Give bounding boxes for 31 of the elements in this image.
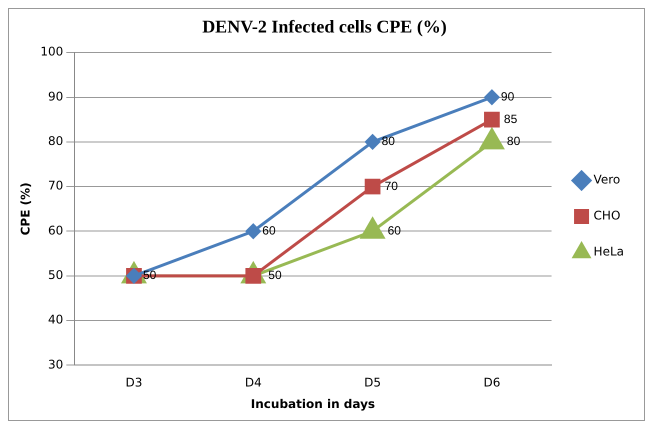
y-tick-label: 80 [48,134,64,148]
data-label: 80 [382,134,396,148]
point [484,112,500,128]
y-tick-label: 30 [48,357,64,372]
point [365,134,380,150]
chart-title: DENV-2 Infected cells CPE (%) [202,16,447,36]
data-label: 85 [504,112,518,126]
point [364,178,380,194]
x-tick-label: D6 [483,376,500,390]
data-label: 80 [506,134,521,148]
y-tick-label: 100 [40,44,64,59]
y-axis-title: CPE (%) [18,182,32,236]
legend-label: HeLa [594,244,624,259]
y-tick-label: 50 [48,268,64,282]
point [246,224,261,239]
legend-label: Vero [594,172,620,187]
x-tick-label: D5 [364,376,382,390]
data-label: 60 [388,224,402,238]
x-tick-label: D4 [244,376,262,390]
point [484,90,500,105]
y-tick-label: 70 [48,178,64,193]
x-axis-title: Incubation in days [250,396,376,411]
data-label: 50 [268,268,282,282]
data-label: 90 [500,90,515,104]
legend-label: CHO [594,208,620,223]
data-label: 60 [262,224,276,238]
y-tick-label: 90 [48,89,64,104]
y-tick-label: 40 [48,312,64,327]
data-label: 70 [384,178,398,193]
y-tick-label: 60 [48,223,64,238]
x-tick-label: D3 [126,376,142,390]
